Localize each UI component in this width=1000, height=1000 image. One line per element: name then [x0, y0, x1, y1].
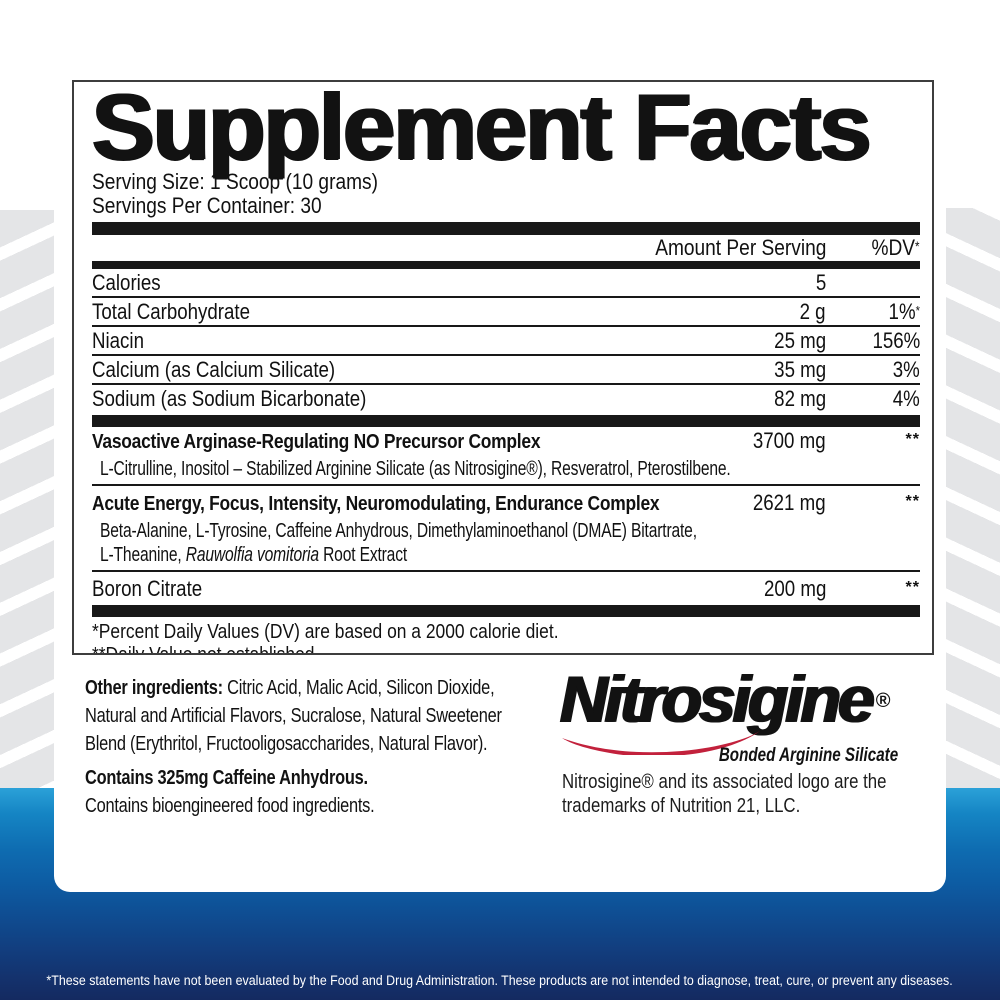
row-divider: [92, 484, 920, 486]
footnote-not-established: **Daily Value not established.: [92, 643, 320, 655]
row-vasoactive-complex: Vasoactive Arginase-Regulating NO Precur…: [92, 428, 920, 453]
divider-bar-top: [92, 222, 920, 235]
footnote-dv: *Percent Daily Values (DV) are based on …: [92, 620, 559, 643]
fda-disclaimer: *These statements have not been evaluate…: [46, 973, 954, 988]
divider-bar-header: [92, 261, 920, 269]
row-calcium: Calcium (as Calcium Silicate) 35 mg 3%: [92, 356, 920, 385]
background-stripes-left: [0, 210, 57, 790]
trademark-note: Nitrosigine® and its associated logo are…: [562, 770, 887, 817]
table-header: Amount Per Serving %DV*: [92, 235, 920, 261]
nitrosigine-swoosh-icon: [562, 731, 760, 755]
caffeine-note: Contains 325mg Caffeine Anhydrous.: [85, 766, 368, 789]
serving-size: Serving Size: 1 Scoop (10 grams): [92, 169, 378, 194]
vasoactive-ingredients: L-Citrulline, Inositol – Stabilized Argi…: [100, 458, 731, 480]
serving-info: Serving Size: 1 Scoop (10 grams) Serving…: [92, 170, 920, 218]
nitrosigine-logo: Nitrosigine ® Bonded Arginine Silicate Ni…: [560, 661, 944, 817]
nitrosigine-tagline: Bonded Arginine Silicate: [718, 745, 898, 766]
label-card: Supplement Facts Serving Size: 1 Scoop (…: [54, 40, 946, 892]
supplement-facts-panel: Supplement Facts Serving Size: 1 Scoop (…: [72, 80, 934, 655]
nitrosigine-wordmark: Nitrosigine ®: [560, 662, 891, 736]
row-calories: Calories 5: [92, 269, 920, 298]
servings-per-container: Servings Per Container: 30: [92, 193, 322, 218]
acute-energy-ingredients-line2: L-Theanine, Rauwolfia vomitoria Root Ext…: [100, 544, 408, 566]
footnotes: *Percent Daily Values (DV) are based on …: [92, 620, 920, 655]
background-stripes-right: [943, 208, 1000, 790]
acute-energy-ingredients-line1: Beta-Alanine, L-Tyrosine, Caffeine Anhyd…: [100, 520, 697, 542]
bioengineered-note: Contains bioengineered food ingredients.: [85, 794, 375, 817]
other-ingredients: Other ingredients: Citric Acid, Malic Ac…: [85, 674, 555, 820]
row-acute-energy-complex: Acute Energy, Focus, Intensity, Neuromod…: [92, 490, 920, 515]
page-title: Supplement Facts: [92, 80, 872, 179]
row-boron-citrate: Boron Citrate 200 mg **: [92, 576, 920, 601]
dv-header: %DV*: [871, 235, 920, 260]
divider-bar-complex: [92, 415, 920, 427]
row-niacin: Niacin 25 mg 156%: [92, 327, 920, 356]
row-divider: [92, 570, 920, 572]
registered-trademark-icon: ®: [875, 690, 891, 712]
row-sodium: Sodium (as Sodium Bicarbonate) 82 mg 4%: [92, 386, 920, 411]
amount-per-serving-header: Amount Per Serving: [654, 235, 826, 260]
divider-bar-bottom: [92, 605, 920, 617]
row-total-carbohydrate: Total Carbohydrate 2 g 1%*: [92, 298, 920, 327]
other-ingredients-lead: Other ingredients:: [85, 676, 223, 699]
